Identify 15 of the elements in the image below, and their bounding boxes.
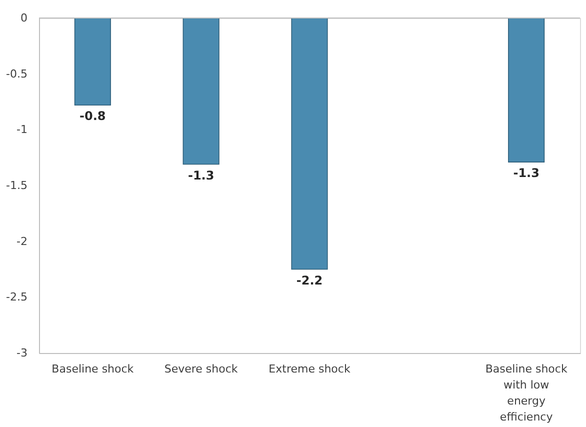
text: -2.2 [296,273,323,288]
text: -0.8 [80,109,106,124]
x-tick-label: Severe shock [164,362,238,376]
y-tick-label: -1.5 [6,179,28,192]
x-tick-label: Baseline shock [52,362,134,376]
text: -1.3 [188,168,214,182]
x-tick-label: Extreme shock [268,362,351,376]
x-tick-label: Baseline shock with low energy efficiency [485,362,568,424]
y-tick-label: -1 [16,123,28,136]
y-tick-label: 0 [20,12,28,24]
y-tick-label: -3 [16,346,28,360]
y-tick-label: -2 [16,234,28,248]
text: -1.3 [513,166,540,180]
y-tick-label: -0.5 [6,67,28,80]
y-tick-label: -2.5 [6,290,28,304]
